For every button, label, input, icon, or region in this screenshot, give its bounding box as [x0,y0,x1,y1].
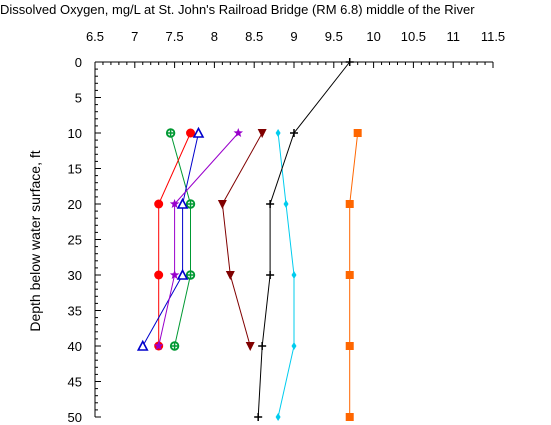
circle-cross-marker [169,341,180,351]
plus-marker [266,271,275,279]
x-tick-label: 11 [446,29,460,44]
x-tick-label: 9.5 [325,29,343,44]
diamond-marker [283,200,289,208]
star-marker [169,270,180,280]
axes: 6.5 7 7.5 8 8.5 9 9.5 10 10.5 11 11.5 0 5 10 15 20 25 30 3… [68,29,506,425]
series-line [257,61,351,418]
square-marker [345,271,354,279]
x-tick-label: 7 [131,29,138,44]
y-tick-label: 30 [68,268,82,283]
circle-cross-marker [165,128,176,138]
y-tick-label: 10 [68,126,82,141]
star-marker [153,341,164,351]
triangle-down-marker [245,342,255,351]
circle-cross-lines [186,271,195,279]
series-5 [165,128,196,351]
circle-cross-marker [185,270,196,280]
diamond-marker [291,342,297,350]
x-tick-label: 8.5 [245,29,263,44]
diamond-marker [275,413,281,421]
star-marker [169,199,180,209]
triangle-up-marker [176,268,189,280]
y-tick-label: 35 [68,304,82,319]
y-tick-label: 50 [68,410,82,425]
plus-marker [258,342,267,350]
series-1 [345,129,362,421]
y-tick-label: 25 [68,233,82,248]
y-axis-label: Depth below water surface, ft [27,150,43,331]
x-tick-label: 10.5 [401,29,426,44]
y-tick-label: 45 [68,375,82,390]
triangle-down-marker [217,200,227,209]
series-4 [217,129,267,351]
series-3 [254,58,354,421]
circle-marker [154,270,164,280]
square-marker [345,200,354,208]
series-8 [153,128,244,351]
plus-marker [266,200,275,208]
series-line [170,132,191,347]
x-tick-label: 8 [211,29,218,44]
chart-title: Dissolved Oxygen, mg/L at St. John's Rai… [0,2,475,17]
circle-cross-lines [186,200,195,208]
circle-marker [154,199,164,209]
circle-cross-marker [185,199,196,209]
triangle-down-marker [225,271,235,280]
y-tick-label: 15 [68,162,82,177]
triangle-up-marker [136,339,149,351]
y-tick-label: 5 [75,91,82,106]
x-tick-label: 7.5 [166,29,184,44]
plus-marker [345,58,354,66]
square-marker [353,129,362,137]
diamond-marker [291,271,297,279]
square-marker [345,413,354,421]
triangle-down-marker [257,129,267,138]
x-tick-label: 10 [366,29,380,44]
diamond-marker [275,129,281,137]
y-tick-label: 0 [75,55,82,70]
x-tick-label: 6.5 [86,29,104,44]
star-marker [233,128,244,138]
series-layer [136,58,362,421]
x-tick-label: 9 [290,29,297,44]
circle-cross-lines [170,342,179,350]
y-tick-label: 20 [68,197,82,212]
series-7 [136,126,205,351]
series-line [158,132,191,346]
plus-marker [254,413,263,421]
series-2 [275,129,297,421]
circle-cross-lines [166,129,175,137]
series-line [158,132,239,347]
circle-marker [186,128,196,138]
series-line [142,132,199,347]
x-tick-label: 11.5 [481,29,505,44]
triangle-up-marker [192,126,205,138]
square-marker [345,342,354,350]
plus-marker [290,129,298,137]
triangle-up-marker [176,197,189,209]
series-line [221,132,263,347]
y-tick-label: 40 [68,339,82,354]
